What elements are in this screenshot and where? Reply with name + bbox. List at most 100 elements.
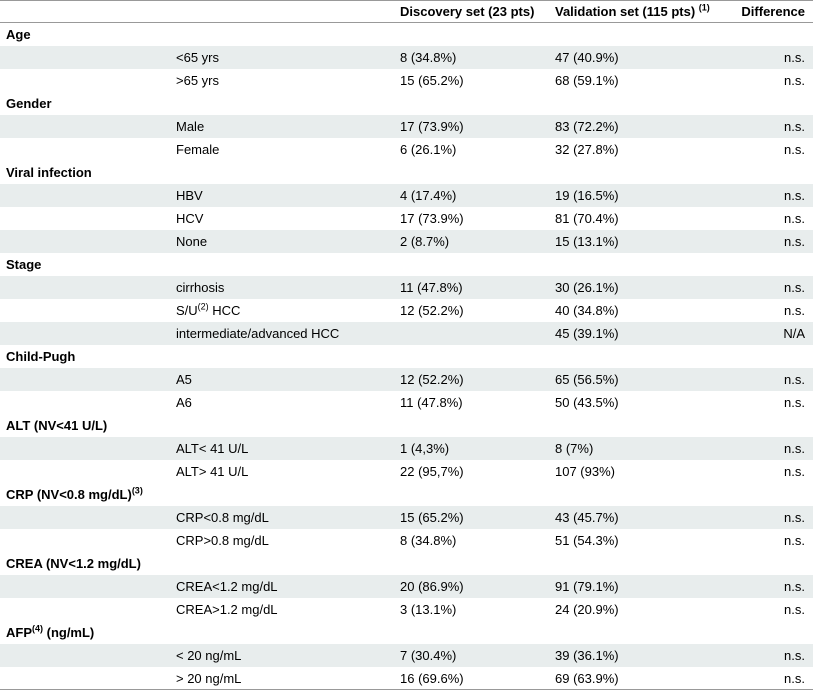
cell-discovery: 17 (73.9%) <box>400 211 555 226</box>
table-row: CREA>1.2 mg/dL3 (13.1%)24 (20.9%)n.s. <box>0 598 813 621</box>
cell-difference: n.s. <box>730 648 813 663</box>
cell-difference: n.s. <box>730 671 813 686</box>
section-header: Child-Pugh <box>0 345 813 368</box>
row-label: cirrhosis <box>170 280 400 295</box>
table-row: CREA<1.2 mg/dL20 (86.9%)91 (79.1%)n.s. <box>0 575 813 598</box>
cell-difference: n.s. <box>730 280 813 295</box>
row-label: ALT> 41 U/L <box>170 464 400 479</box>
cell-validation: 47 (40.9%) <box>555 50 730 65</box>
section-header: Viral infection <box>0 161 813 184</box>
row-label: None <box>170 234 400 249</box>
row-label: CRP<0.8 mg/dL <box>170 510 400 525</box>
cell-validation: 91 (79.1%) <box>555 579 730 594</box>
cell-difference: n.s. <box>730 188 813 203</box>
cell-discovery: 1 (4,3%) <box>400 441 555 456</box>
table-row: A611 (47.8%)50 (43.5%)n.s. <box>0 391 813 414</box>
section-title: Gender <box>0 96 170 111</box>
row-label: CREA>1.2 mg/dL <box>170 602 400 617</box>
row-label: intermediate/advanced HCC <box>170 326 400 341</box>
section-title: CREA (NV<1.2 mg/dL) <box>0 556 170 571</box>
cell-discovery: 3 (13.1%) <box>400 602 555 617</box>
cell-difference: n.s. <box>730 510 813 525</box>
cell-validation: 43 (45.7%) <box>555 510 730 525</box>
cell-difference: n.s. <box>730 303 813 318</box>
table-row: None2 (8.7%)15 (13.1%)n.s. <box>0 230 813 253</box>
section-header: Age <box>0 23 813 46</box>
row-label: >65 yrs <box>170 73 400 88</box>
row-label: ALT< 41 U/L <box>170 441 400 456</box>
cell-validation: 45 (39.1%) <box>555 326 730 341</box>
cell-discovery: 6 (26.1%) <box>400 142 555 157</box>
cell-validation: 40 (34.8%) <box>555 303 730 318</box>
row-label: < 20 ng/mL <box>170 648 400 663</box>
cell-discovery: 22 (95,7%) <box>400 464 555 479</box>
row-label: CREA<1.2 mg/dL <box>170 579 400 594</box>
table-row: Male17 (73.9%)83 (72.2%)n.s. <box>0 115 813 138</box>
header-validation: Validation set (115 pts) (1) <box>555 4 730 19</box>
cell-difference: n.s. <box>730 602 813 617</box>
row-label: A6 <box>170 395 400 410</box>
cell-difference: n.s. <box>730 372 813 387</box>
section-title: ALT (NV<41 U/L) <box>0 418 170 433</box>
table-row: HBV4 (17.4%)19 (16.5%)n.s. <box>0 184 813 207</box>
cell-validation: 107 (93%) <box>555 464 730 479</box>
table-row: cirrhosis11 (47.8%)30 (26.1%)n.s. <box>0 276 813 299</box>
cell-discovery: 15 (65.2%) <box>400 510 555 525</box>
cell-validation: 24 (20.9%) <box>555 602 730 617</box>
table-header-row: Discovery set (23 pts) Validation set (1… <box>0 0 813 23</box>
cell-validation: 39 (36.1%) <box>555 648 730 663</box>
row-label: Female <box>170 142 400 157</box>
table-body: Age<65 yrs8 (34.8%)47 (40.9%)n.s.>65 yrs… <box>0 23 813 690</box>
section-title: Age <box>0 27 170 42</box>
cell-validation: 68 (59.1%) <box>555 73 730 88</box>
cell-difference: n.s. <box>730 234 813 249</box>
cell-discovery: 8 (34.8%) <box>400 533 555 548</box>
row-label: CRP>0.8 mg/dL <box>170 533 400 548</box>
section-header: Stage <box>0 253 813 276</box>
cell-discovery: 16 (69.6%) <box>400 671 555 686</box>
cell-validation: 50 (43.5%) <box>555 395 730 410</box>
cell-validation: 30 (26.1%) <box>555 280 730 295</box>
table-row: Female6 (26.1%)32 (27.8%)n.s. <box>0 138 813 161</box>
cell-difference: n.s. <box>730 579 813 594</box>
table-row: S/U(2) HCC12 (52.2%)40 (34.8%)n.s. <box>0 299 813 322</box>
header-difference: Difference <box>730 4 813 19</box>
cell-difference: n.s. <box>730 73 813 88</box>
cell-difference: n.s. <box>730 441 813 456</box>
section-header: CREA (NV<1.2 mg/dL) <box>0 552 813 575</box>
row-label: S/U(2) HCC <box>170 303 400 318</box>
cell-difference: n.s. <box>730 464 813 479</box>
section-header: ALT (NV<41 U/L) <box>0 414 813 437</box>
table-row: A512 (52.2%)65 (56.5%)n.s. <box>0 368 813 391</box>
cell-discovery: 8 (34.8%) <box>400 50 555 65</box>
cell-validation: 8 (7%) <box>555 441 730 456</box>
row-label: Male <box>170 119 400 134</box>
header-validation-sup: (1) <box>699 3 710 13</box>
cell-difference: n.s. <box>730 533 813 548</box>
section-title: Viral infection <box>0 165 170 180</box>
cell-discovery: 12 (52.2%) <box>400 372 555 387</box>
table-row: CRP>0.8 mg/dL8 (34.8%)51 (54.3%)n.s. <box>0 529 813 552</box>
header-discovery: Discovery set (23 pts) <box>400 4 555 19</box>
table-row: > 20 ng/mL16 (69.6%)69 (63.9%)n.s. <box>0 667 813 690</box>
cell-validation: 81 (70.4%) <box>555 211 730 226</box>
cell-validation: 65 (56.5%) <box>555 372 730 387</box>
table-row: HCV17 (73.9%)81 (70.4%)n.s. <box>0 207 813 230</box>
section-header: AFP(4) (ng/mL) <box>0 621 813 644</box>
table-row: >65 yrs15 (65.2%)68 (59.1%)n.s. <box>0 69 813 92</box>
cell-validation: 83 (72.2%) <box>555 119 730 134</box>
section-title: CRP (NV<0.8 mg/dL)(3) <box>0 487 170 502</box>
cell-discovery: 17 (73.9%) <box>400 119 555 134</box>
section-title: Stage <box>0 257 170 272</box>
cell-discovery: 2 (8.7%) <box>400 234 555 249</box>
cell-discovery: 7 (30.4%) <box>400 648 555 663</box>
cell-difference: n.s. <box>730 211 813 226</box>
table-row: intermediate/advanced HCC45 (39.1%)N/A <box>0 322 813 345</box>
row-label: A5 <box>170 372 400 387</box>
cell-discovery: 11 (47.8%) <box>400 395 555 410</box>
cell-difference: n.s. <box>730 50 813 65</box>
row-label: > 20 ng/mL <box>170 671 400 686</box>
table-row: < 20 ng/mL7 (30.4%)39 (36.1%)n.s. <box>0 644 813 667</box>
cell-discovery: 4 (17.4%) <box>400 188 555 203</box>
row-label: HCV <box>170 211 400 226</box>
